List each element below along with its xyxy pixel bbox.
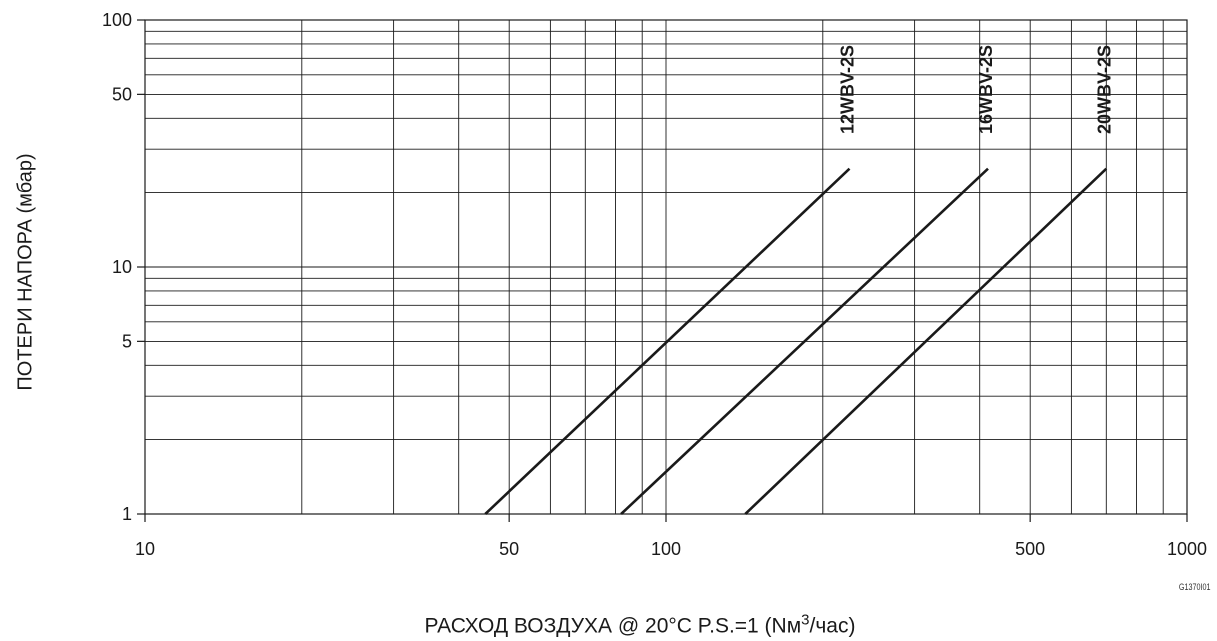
grid <box>144 19 1188 515</box>
series-line-16WBV-2S <box>620 167 989 515</box>
x-tick-label: 500 <box>1015 539 1045 559</box>
series-line-20WBV-2S <box>744 167 1108 515</box>
x-tick-label: 10 <box>135 539 155 559</box>
y-axis-label: ПОТЕРИ НАПОРА (мбар) <box>14 153 37 391</box>
y-tick-label: 100 <box>102 10 132 30</box>
x-tick-label: 1000 <box>1167 539 1207 559</box>
x-axis-label-superscript: 3 <box>801 611 810 629</box>
series-label-20WBV-2S: 20WBV-2S <box>1094 45 1114 134</box>
x-tick-label: 100 <box>651 539 681 559</box>
series-line-12WBV-2S <box>484 167 851 515</box>
tick-labels: 1 5 10 50 100 10 50 100 500 1000 <box>102 10 1207 559</box>
y-tick-label: 50 <box>112 84 132 104</box>
x-axis-label-unit: /час) <box>809 614 856 638</box>
y-tick-label: 5 <box>122 331 132 351</box>
x-tick-label: 50 <box>499 539 519 559</box>
series-label-12WBV-2S: 12WBV-2S <box>838 45 858 134</box>
y-tick-label: 10 <box>112 257 132 277</box>
figure-code: G1370I01 <box>1179 582 1211 592</box>
x-axis-label-main: РАСХОД ВОЗДУХА @ 20°C P.S.=1 (Nм <box>424 614 802 638</box>
series-label-16WBV-2S: 16WBV-2S <box>976 45 996 134</box>
series-lines <box>484 167 1108 515</box>
series-labels: 12WBV-2S 16WBV-2S 20WBV-2S <box>838 45 1115 134</box>
y-tick-label: 1 <box>122 504 132 524</box>
x-axis-label: РАСХОД ВОЗДУХА @ 20°C P.S.=1 (Nм3/час) <box>425 612 856 639</box>
